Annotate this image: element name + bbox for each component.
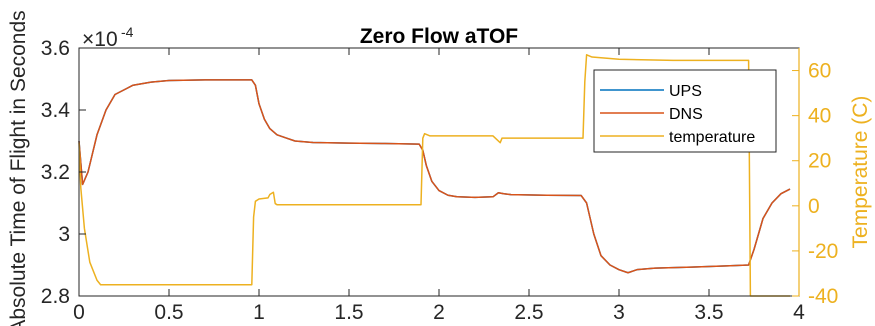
x-tick-label: 1 [253,301,265,324]
legend-label-DNS: DNS [669,106,703,123]
legend-box [593,69,777,153]
y-tick-label-right: 20 [808,150,831,173]
x-tick-label: 2.5 [514,301,543,324]
y-tick-label: 3 [58,223,70,246]
series-layer [78,54,791,297]
y-tick-label-right: -20 [808,240,838,263]
x-tick-label: 3 [613,301,625,324]
y-axis-right: -40 -20 0 20 40 60 [792,48,838,308]
legend-items: UPS DNS temperature [600,83,755,146]
legend-label-UPS: UPS [669,83,702,100]
y-axis-left: 2.8 3 3.2 3.4 3.6 [41,37,86,308]
x-tick-label: 1.5 [334,301,363,324]
series-line-temperature [78,54,790,297]
y-axis-exponent-base: ×10 [82,28,118,51]
y-tick-label-right: -40 [808,285,838,308]
chart-title: Zero Flow aTOF [360,25,518,48]
x-tick-label: 2 [433,301,445,324]
x-tick-label: 4 [793,301,805,324]
y-axis-left-label: Absolute Time of Flight in Seconds [7,10,30,326]
y-tick-label-right: 0 [808,195,820,218]
y-axis-exponent-power: -4 [121,24,134,40]
x-tick-label: 3.5 [694,301,723,324]
y-tick-label: 3.6 [41,37,70,60]
y-tick-label: 3.4 [41,99,71,122]
x-tick-label: 0.5 [154,301,183,324]
y-axis-right-label: Temperature (C) [849,96,872,249]
y-tick-label: 3.2 [41,161,70,184]
y-tick-label-right: 60 [808,60,831,83]
y-tick-label: 2.8 [41,285,70,308]
series-line-DNS [78,79,791,274]
y-tick-label-right: 40 [808,105,831,128]
legend: UPS DNS temperature [593,69,777,153]
legend-label-temperature: temperature [669,129,755,146]
x-tick-label: 0 [73,301,85,324]
x-axis: 0 0.5 1 1.5 2 2.5 3 3.5 4 [73,48,805,324]
